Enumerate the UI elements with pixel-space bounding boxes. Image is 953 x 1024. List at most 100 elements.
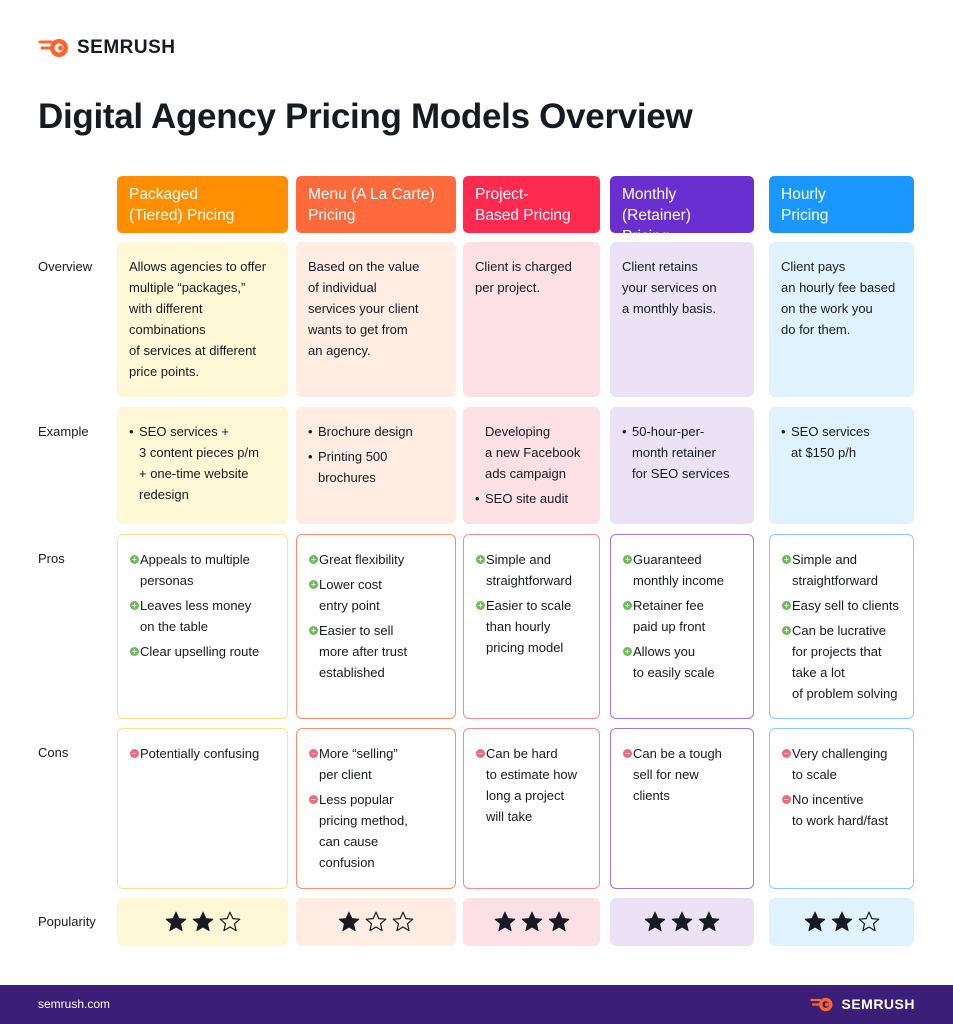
overview-text: Client pays an hourly fee based on the w…	[781, 259, 896, 337]
plus-circle-icon: +	[130, 647, 139, 656]
pros-cell-monthly: + Guaranteed monthly income + Retainer fee …	[610, 534, 754, 719]
plus-circle-icon: +	[476, 601, 485, 610]
plus-circle-icon: +	[623, 647, 632, 656]
overview-cell-project: Client is charged per project.	[463, 242, 600, 397]
cons-item: – More “selling” per client	[309, 743, 443, 785]
star-filled-icon	[671, 911, 693, 932]
pros-item: + Leaves less money on the table	[130, 595, 275, 637]
row-label-popularity: Popularity	[38, 914, 96, 929]
row-label-cons: Cons	[38, 745, 69, 760]
star-filled-icon	[804, 911, 825, 932]
bullet-icon: •	[308, 449, 313, 464]
plus-circle-icon: +	[309, 626, 318, 635]
pros-item-text: Simple and straightforward	[486, 552, 572, 588]
plus-circle-icon: +	[782, 626, 791, 635]
plus-circle-icon: +	[130, 555, 139, 564]
star-filled-icon	[548, 911, 569, 932]
pros-item-text: Easier to scale than hourly pricing mode…	[486, 598, 572, 655]
star-outline-icon	[392, 911, 414, 932]
example-item: Developing a new Facebook ads campaign	[475, 421, 588, 484]
pros-item: + Great flexibility	[309, 549, 443, 570]
pros-item: + Easier to scale than hourly pricing mod…	[476, 595, 587, 658]
cons-item-text: Can be a tough sell for new clients	[633, 746, 722, 803]
pros-item: + Guaranteed monthly income	[623, 549, 741, 591]
example-cell-menu: • Brochure design • Printing 500 brochures	[296, 407, 456, 524]
cons-item: – Potentially confusing	[130, 743, 275, 764]
semrush-wordmark: SEMRUSH	[77, 37, 176, 58]
pros-item: + Simple and straightforward	[476, 549, 587, 591]
overview-text: Client retains your services on a monthl…	[622, 259, 717, 316]
cons-cell-monthly: – Can be a tough sell for new clients	[610, 728, 754, 889]
row-label-pros: Pros	[38, 551, 65, 566]
minus-circle-icon: –	[309, 749, 318, 758]
overview-cell-menu: Based on the value of individual service…	[296, 242, 456, 397]
minus-circle-icon: –	[782, 795, 791, 804]
bullet-icon: •	[622, 424, 627, 439]
star-outline-icon	[365, 911, 387, 932]
plus-circle-icon: +	[623, 555, 632, 564]
pros-item-text: Leaves less money on the table	[140, 598, 252, 634]
star-filled-icon	[831, 911, 852, 932]
bullet-icon: •	[308, 424, 313, 439]
minus-circle-icon: –	[782, 749, 791, 758]
plus-circle-icon: +	[623, 601, 632, 610]
pros-cell-menu: + Great flexibility + Lower cost entry poin…	[296, 534, 456, 719]
footer-semrush-wordmark: SEMRUSH	[841, 996, 915, 1012]
page-title: Digital Agency Pricing Models Overview	[38, 97, 693, 136]
popularity-rating-hourly	[769, 898, 914, 946]
plus-circle-icon: +	[309, 555, 318, 564]
pros-item-text: Retainer fee paid up front	[633, 598, 706, 634]
popularity-rating-packaged	[117, 898, 288, 946]
example-cell-hourly: • SEO services at $150 p/h	[769, 407, 914, 524]
plus-circle-icon: +	[476, 555, 485, 564]
pros-cell-project: + Simple and straightforward + Easier to sc…	[463, 534, 600, 719]
pros-item-text: Can be lucrative for projects that take …	[792, 623, 898, 701]
column-header-monthly: Monthly (Retainer) Pricing	[610, 176, 754, 245]
pros-item-text: Great flexibility	[319, 552, 405, 567]
example-cell-packaged: • SEO services + 3 content pieces p/m + o…	[117, 407, 288, 524]
row-label-overview: Overview	[38, 259, 93, 274]
bullet-icon: •	[129, 424, 134, 439]
example-item-text: SEO services at $150 p/h	[791, 424, 870, 460]
plus-circle-icon: +	[309, 580, 318, 589]
cons-item: – Less popular pricing method, can cause …	[309, 789, 443, 873]
column-header-hourly: Hourly Pricing	[769, 176, 914, 233]
pros-cell-packaged: + Appeals to multiple personas + Leaves les…	[117, 534, 288, 719]
example-item-text: Brochure design	[318, 424, 413, 439]
example-item-text: Developing a new Facebook ads campaign	[485, 424, 581, 481]
pros-item-text: Lower cost entry point	[319, 577, 382, 613]
semrush-logo: SEMRUSH	[38, 37, 176, 59]
plus-circle-icon: +	[782, 555, 791, 564]
cons-item: – Can be a tough sell for new clients	[623, 743, 741, 806]
footer-bar: semrush.com	[0, 985, 953, 1024]
plus-circle-icon: +	[130, 601, 139, 610]
pros-item: + Easy sell to clients	[782, 595, 901, 616]
example-item: • SEO services + 3 content pieces p/m + o…	[129, 421, 276, 505]
example-item-text: Printing 500 brochures	[318, 449, 388, 485]
star-filled-icon	[494, 911, 515, 932]
cons-cell-project: – Can be hard to estimate how long a proj…	[463, 728, 600, 889]
cons-cell-packaged: – Potentially confusing	[117, 728, 288, 889]
overview-text: Client is charged per project.	[475, 259, 572, 295]
minus-circle-icon: –	[309, 795, 318, 804]
pros-item-text: Allows you to easily scale	[633, 644, 715, 680]
pros-item-text: Simple and straightforward	[792, 552, 878, 588]
popularity-rating-menu	[296, 898, 456, 946]
star-outline-icon	[219, 911, 240, 932]
cons-item-text: No incentive to work hard/fast	[792, 792, 889, 828]
footer-url[interactable]: semrush.com	[38, 997, 111, 1011]
footer-semrush-logo: SEMRUSH	[810, 996, 915, 1012]
pros-item: + Allows you to easily scale	[623, 641, 741, 683]
pros-item-text: Guaranteed monthly income	[633, 552, 725, 588]
pros-item: + Appeals to multiple personas	[130, 549, 275, 591]
example-item-text: SEO services + 3 content pieces p/m + on…	[139, 424, 259, 502]
star-filled-icon	[338, 911, 360, 932]
cons-cell-hourly: – Very challenging to scale – No incentive …	[769, 728, 914, 889]
cons-item: – Can be hard to estimate how long a proj…	[476, 743, 587, 827]
semrush-fireball-icon	[810, 997, 833, 1011]
bullet-icon: •	[475, 491, 480, 506]
semrush-fireball-icon	[38, 39, 68, 57]
cons-item-text: Can be hard to estimate how long a proje…	[486, 746, 578, 824]
minus-circle-icon: –	[130, 749, 139, 758]
cons-item-text: Less popular pricing method, can cause c…	[319, 792, 408, 870]
